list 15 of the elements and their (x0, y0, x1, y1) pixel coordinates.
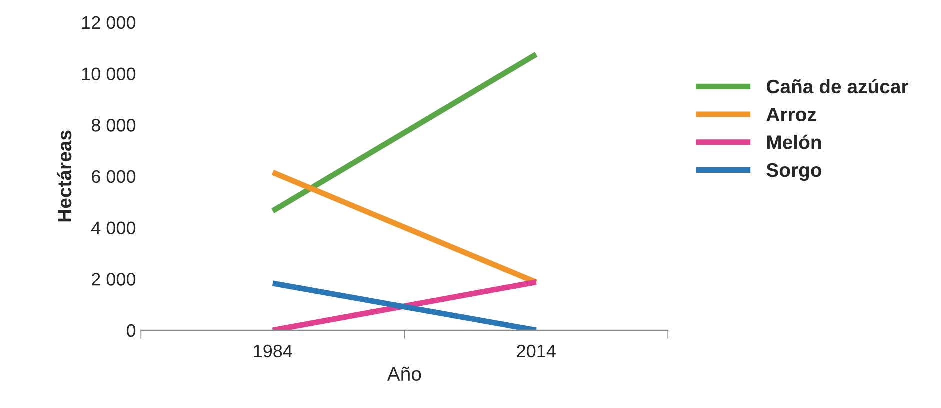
legend-label: Caña de azúcar (766, 79, 909, 94)
y-tick-label: 12 000 (82, 16, 136, 30)
x-tick-label: 1984 (254, 344, 292, 358)
y-tick-label: 2 000 (92, 273, 136, 286)
legend-label: Melón (767, 134, 822, 150)
y-axis-title: Hectáreas (57, 130, 72, 222)
legend-label: Arroz (766, 108, 816, 122)
y-tick-label: 6 000 (92, 170, 136, 184)
x-axis-title: Año (387, 366, 422, 382)
legend-label: Sorgo (766, 163, 822, 182)
y-tick-label: 8 000 (92, 119, 136, 132)
y-tick-label: 0 (126, 324, 136, 338)
y-tick-label: 10 000 (82, 68, 136, 80)
y-tick-label: 4 000 (92, 222, 136, 235)
x-tick-label: 2014 (517, 344, 556, 358)
